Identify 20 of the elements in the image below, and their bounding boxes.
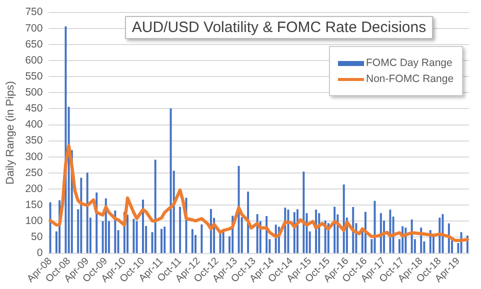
legend-label: Non-FOMC Range [366,73,454,86]
y-tick-label: 150 [25,198,43,211]
y-tick-label: 100 [25,215,43,228]
y-tick-label: 400 [25,118,43,131]
y-tick-label: 650 [25,38,43,50]
y-tick-label: 550 [25,70,43,82]
y-tick-label: 450 [25,102,43,115]
y-tick-label: 350 [25,134,43,147]
y-tick-label: 500 [25,86,43,99]
y-tick-label: 200 [25,182,43,195]
y-tick-label: 750 [25,6,43,18]
y-tick-label: 50 [31,231,43,244]
text: AUD/USD Volatility & FOMC Rate Decisions [124,16,434,40]
legend-label: FOMC Day Range [366,57,452,70]
y-tick-label: 300 [25,150,43,163]
y-axis-title: Daily Range (in Pips) [4,81,17,184]
y-tick-label: 250 [25,166,43,179]
y-tick-label: 700 [25,22,43,34]
y-tick-label: 0 [36,247,43,260]
y-tick-label: 600 [25,54,43,66]
